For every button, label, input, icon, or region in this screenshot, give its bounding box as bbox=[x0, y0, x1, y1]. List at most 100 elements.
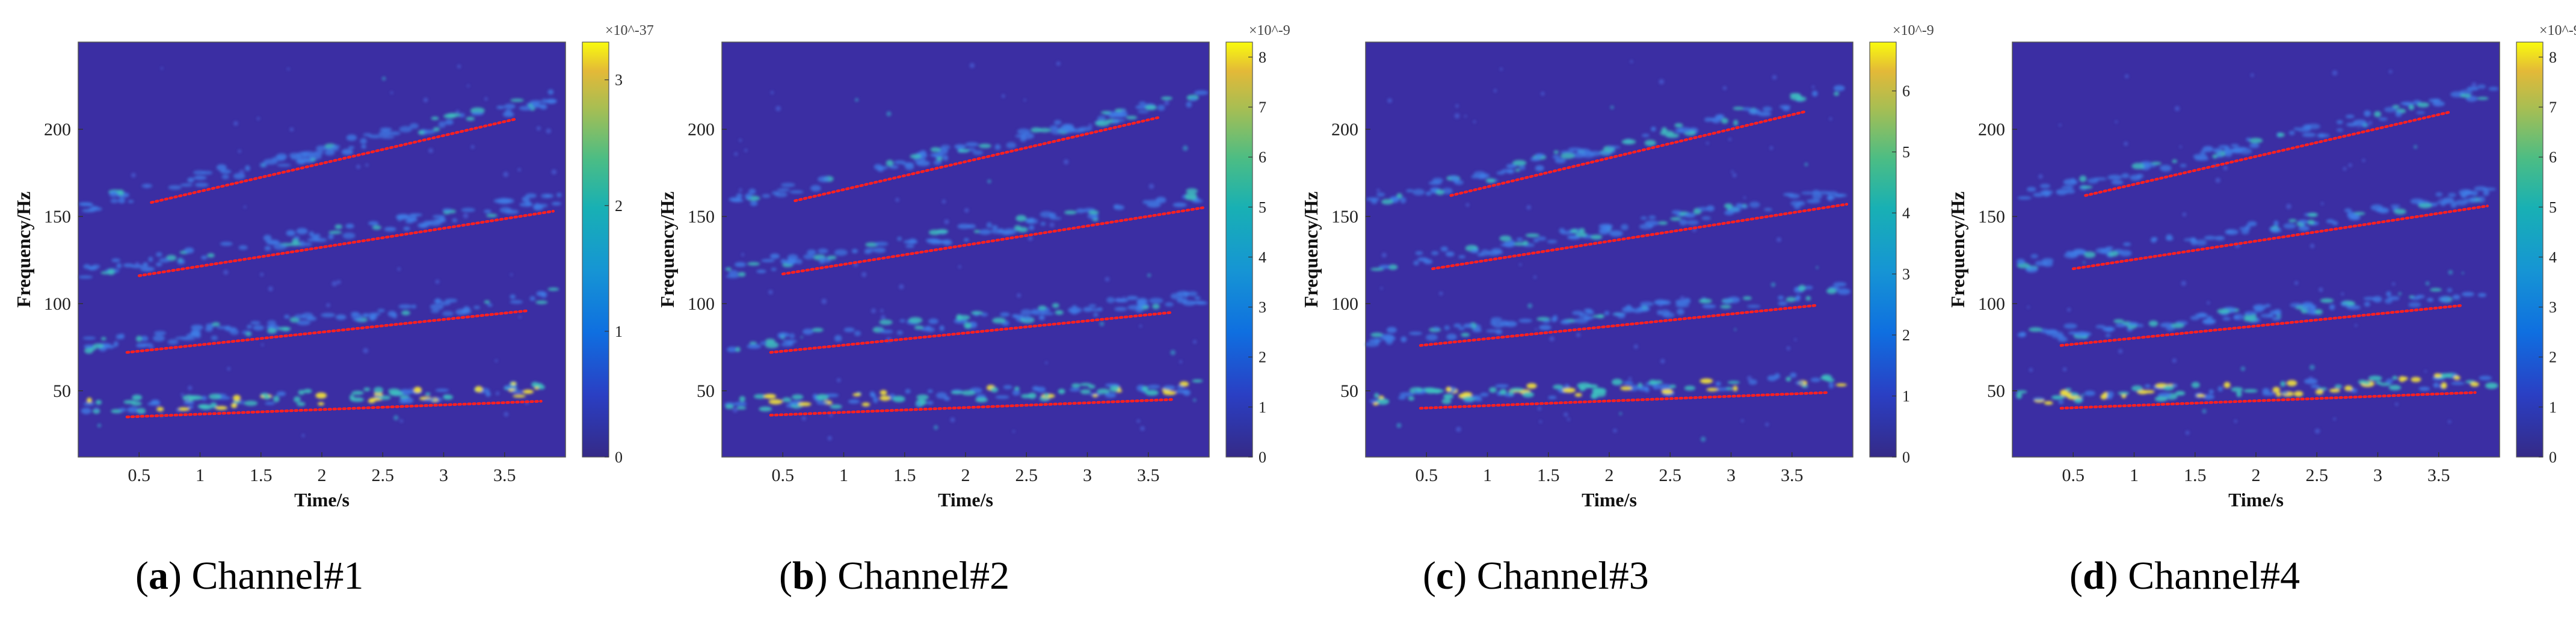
energy-speck bbox=[423, 97, 428, 103]
energy-blob bbox=[998, 228, 1005, 235]
energy-blob bbox=[1105, 392, 1117, 398]
energy-blob bbox=[2017, 259, 2026, 265]
energy-blob bbox=[1559, 228, 1565, 234]
energy-blob bbox=[1040, 221, 1046, 226]
energy-speck bbox=[2207, 146, 2211, 150]
energy-blob bbox=[193, 170, 206, 175]
energy-blob bbox=[2298, 226, 2309, 232]
energy-blob bbox=[970, 311, 983, 315]
colorbar-tick-label: 6 bbox=[1259, 149, 1266, 166]
energy-blob bbox=[1370, 268, 1384, 271]
energy-blob bbox=[1675, 128, 1684, 133]
energy-blob bbox=[1802, 384, 1808, 388]
energy-blob bbox=[803, 254, 815, 260]
colorbar bbox=[2516, 41, 2544, 458]
chart-panel-d: 0.5 1 1.5 2 2.5 3 3.550100150200Time/sFrequenc… bbox=[1947, 23, 2576, 511]
energy-blob bbox=[990, 387, 999, 393]
energy-blob bbox=[2190, 316, 2200, 321]
y-tick-label: 50 bbox=[1987, 381, 2005, 401]
energy-blob bbox=[95, 400, 102, 405]
energy-blob bbox=[2222, 317, 2231, 321]
energy-blob bbox=[1088, 210, 1099, 215]
energy-blob bbox=[2107, 174, 2122, 180]
energy-blob bbox=[2234, 314, 2245, 321]
energy-blob bbox=[1425, 191, 1432, 196]
energy-blob bbox=[2297, 127, 2311, 132]
energy-blob bbox=[510, 99, 524, 102]
energy-blob bbox=[1399, 392, 1414, 397]
energy-blob bbox=[1412, 189, 1425, 195]
energy-blob bbox=[1088, 304, 1097, 307]
energy-speck bbox=[227, 367, 231, 371]
energy-speck bbox=[233, 121, 238, 126]
energy-blob bbox=[2025, 266, 2038, 273]
energy-blob bbox=[1535, 153, 1542, 158]
energy-speck bbox=[2251, 73, 2254, 77]
energy-blob bbox=[1621, 139, 1636, 145]
energy-blob bbox=[1446, 333, 1457, 340]
energy-speck bbox=[821, 298, 827, 304]
energy-blob bbox=[1513, 242, 1526, 246]
energy-blob bbox=[220, 241, 233, 246]
energy-blob bbox=[1106, 296, 1115, 303]
caption-text: Channel#2 bbox=[837, 554, 1010, 598]
energy-blob bbox=[1194, 90, 1209, 96]
energy-blob bbox=[2303, 378, 2318, 384]
energy-blob bbox=[1435, 189, 1444, 195]
energy-blob bbox=[1795, 296, 1801, 302]
energy-speck bbox=[827, 436, 832, 441]
energy-blob bbox=[1538, 325, 1551, 330]
energy-blob bbox=[362, 313, 368, 318]
energy-speck bbox=[470, 145, 475, 149]
energy-blob bbox=[294, 236, 300, 241]
energy-blob bbox=[363, 387, 371, 391]
ridge-line-3 bbox=[2059, 304, 2465, 347]
ridge-line-4 bbox=[125, 399, 543, 419]
energy-blob bbox=[445, 119, 454, 125]
energy-blob bbox=[2336, 128, 2343, 132]
energy-blob bbox=[536, 290, 546, 297]
x-tick-label: 1 bbox=[1483, 465, 1492, 485]
energy-blob bbox=[1100, 111, 1111, 114]
caption-paren: ( bbox=[135, 554, 149, 598]
energy-blob bbox=[2148, 320, 2158, 327]
energy-blob bbox=[1826, 191, 1838, 196]
energy-blob bbox=[2248, 138, 2263, 144]
energy-blob bbox=[531, 381, 539, 388]
energy-blob bbox=[979, 229, 991, 235]
energy-blob bbox=[1441, 398, 1452, 405]
energy-blob bbox=[84, 348, 94, 354]
energy-blob bbox=[1717, 114, 1725, 119]
energy-blob bbox=[2332, 221, 2338, 226]
energy-blob bbox=[1670, 217, 1681, 221]
energy-blob bbox=[2203, 394, 2214, 400]
energy-speck bbox=[933, 425, 938, 430]
energy-speck bbox=[1148, 183, 1154, 189]
energy-blob bbox=[2044, 401, 2053, 405]
energy-blob bbox=[2453, 375, 2460, 380]
energy-blob bbox=[1080, 389, 1091, 394]
caption-paren: ( bbox=[2069, 554, 2083, 598]
energy-speck bbox=[381, 76, 386, 81]
energy-speck bbox=[2027, 305, 2030, 308]
energy-speck bbox=[2343, 167, 2347, 171]
energy-blob bbox=[2383, 106, 2397, 112]
ridge-line-2 bbox=[1431, 203, 1849, 271]
energy-blob bbox=[78, 202, 92, 206]
energy-blob bbox=[1639, 224, 1653, 230]
energy-speck bbox=[2435, 103, 2439, 107]
y-axis-label: Frequency/Hz bbox=[13, 191, 34, 307]
energy-blob bbox=[368, 134, 382, 139]
energy-blob bbox=[399, 126, 412, 133]
energy-blob bbox=[2479, 375, 2492, 381]
energy-blob bbox=[995, 395, 1009, 399]
energy-blob bbox=[992, 318, 1006, 324]
energy-blob bbox=[2115, 324, 2127, 328]
energy-blob bbox=[1568, 147, 1582, 152]
energy-blob bbox=[1142, 385, 1148, 392]
energy-blob bbox=[87, 397, 92, 404]
energy-blob bbox=[245, 332, 252, 336]
energy-speck bbox=[1770, 282, 1776, 287]
spectral-energy bbox=[2016, 70, 2499, 435]
